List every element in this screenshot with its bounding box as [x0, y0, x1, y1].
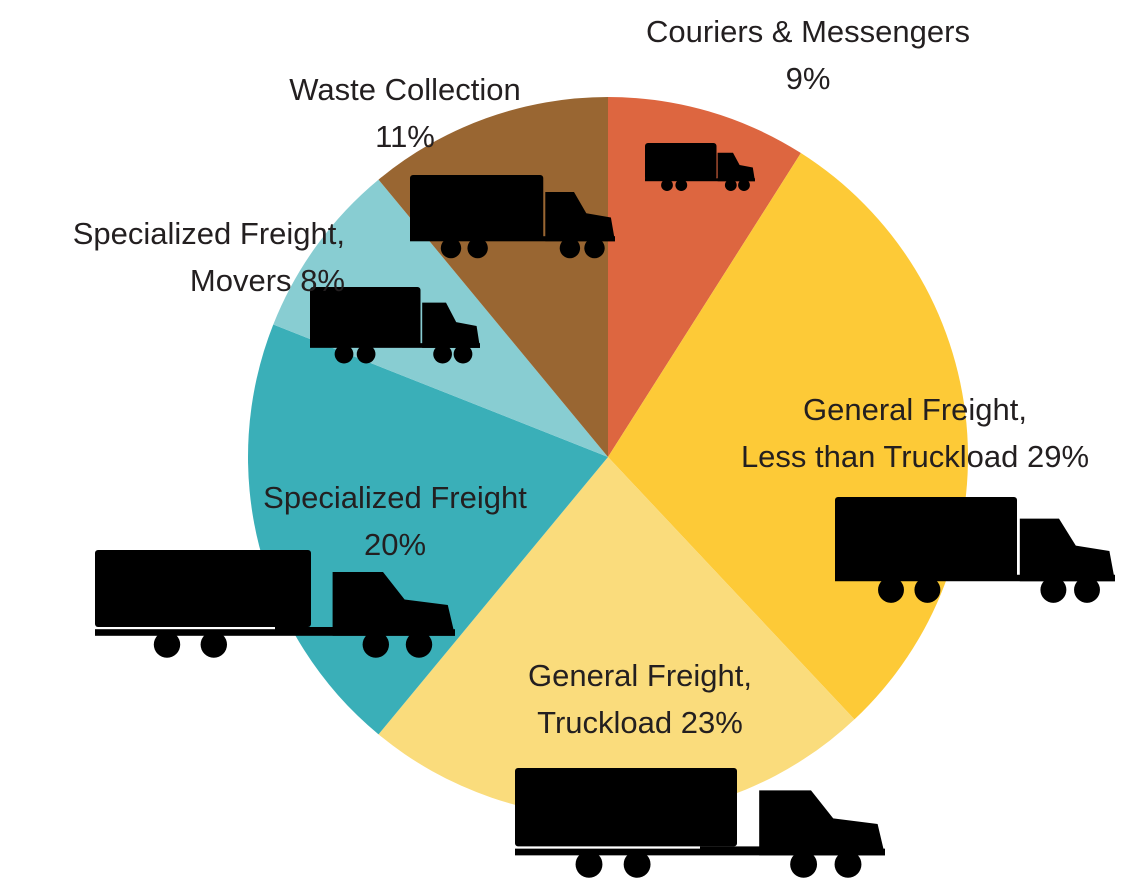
category-name: General Freight, Less than Truckload [740, 392, 1027, 474]
wheel [724, 179, 737, 192]
truck-icons [95, 143, 1115, 878]
chassis [95, 629, 455, 636]
cab [545, 192, 615, 242]
wheel [440, 237, 462, 259]
chassis [410, 236, 615, 242]
cab [717, 152, 755, 182]
value-label: 8% [300, 263, 345, 298]
value-label: 23% [680, 705, 743, 740]
truck-icon [95, 550, 455, 658]
wheel [334, 344, 354, 364]
chassis [835, 574, 1115, 582]
chassis [645, 178, 755, 182]
slice-label: Specialized Freight 20% [235, 474, 555, 568]
wheel [834, 850, 862, 878]
wheel [200, 631, 227, 658]
pie-slice [378, 457, 855, 817]
slice-label: Waste Collection 11% [255, 66, 555, 160]
wheel [453, 344, 473, 364]
wheel [878, 576, 904, 603]
value-label: 11% [375, 119, 435, 154]
truck-icon [310, 287, 480, 364]
wheel [1074, 576, 1100, 603]
category-name: Waste Collection [289, 72, 521, 107]
value-label: 20% [363, 527, 427, 562]
chassis [310, 343, 480, 348]
value-label: 9% [785, 61, 831, 96]
trailer [95, 550, 311, 627]
wheel [575, 850, 603, 878]
pie-slice [608, 97, 801, 457]
box [645, 143, 717, 181]
slice-label: Specialized Freight, Movers 8% [0, 210, 345, 304]
wheel [362, 631, 389, 658]
box [310, 287, 421, 347]
box [835, 497, 1017, 580]
wheel [433, 344, 452, 364]
wheel [675, 179, 688, 192]
slice-label: General Freight, Less than Truckload 29% [690, 386, 1129, 480]
value-label: 29% [1027, 439, 1090, 474]
wheel [467, 237, 488, 259]
wheel [790, 850, 818, 878]
cab [1019, 518, 1115, 582]
truck-icon [515, 768, 885, 878]
cab [422, 302, 480, 348]
wheel [623, 850, 651, 878]
wheel [356, 344, 376, 364]
slice-label: Couriers & Messengers 9% [608, 8, 1008, 102]
wheel [738, 179, 750, 192]
wheel [559, 237, 581, 259]
truck-icon [835, 497, 1115, 603]
category-name: Couriers & Messengers [646, 14, 970, 49]
category-name: General Freight, Truckload [528, 658, 752, 740]
truck-icon [410, 175, 615, 259]
wheel [584, 237, 605, 259]
cab [759, 790, 885, 856]
wheel [661, 179, 673, 192]
wheel [405, 631, 433, 658]
chassis [515, 848, 885, 856]
slice-label: General Freight, Truckload 23% [470, 652, 810, 746]
truck-icon [645, 143, 755, 192]
wheel [914, 576, 941, 603]
cab [332, 572, 455, 636]
trailer [515, 768, 737, 847]
wheel [1040, 576, 1067, 603]
category-name: Specialized Freight, Movers [72, 216, 345, 298]
wheel [153, 631, 181, 658]
category-name: Specialized Freight [263, 480, 527, 515]
box [410, 175, 544, 240]
